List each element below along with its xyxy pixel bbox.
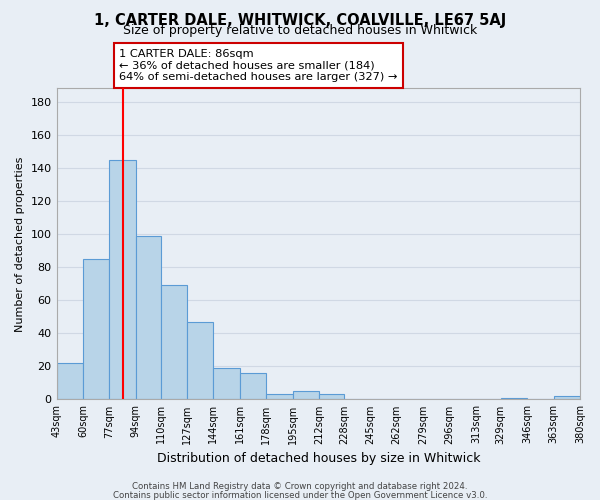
Bar bbox=[56, 363, 83, 400]
Bar bbox=[161, 286, 187, 400]
Bar bbox=[501, 398, 527, 400]
Y-axis label: Number of detached properties: Number of detached properties bbox=[15, 156, 25, 332]
Bar bbox=[554, 396, 580, 400]
Bar bbox=[293, 391, 319, 400]
Text: Contains HM Land Registry data © Crown copyright and database right 2024.: Contains HM Land Registry data © Crown c… bbox=[132, 482, 468, 491]
Text: 1 CARTER DALE: 86sqm
← 36% of detached houses are smaller (184)
64% of semi-deta: 1 CARTER DALE: 86sqm ← 36% of detached h… bbox=[119, 49, 398, 82]
Text: Contains public sector information licensed under the Open Government Licence v3: Contains public sector information licen… bbox=[113, 491, 487, 500]
Bar bbox=[266, 394, 293, 400]
Bar bbox=[240, 373, 266, 400]
Bar bbox=[319, 394, 344, 400]
X-axis label: Distribution of detached houses by size in Whitwick: Distribution of detached houses by size … bbox=[157, 452, 480, 465]
Bar bbox=[109, 160, 136, 400]
Text: Size of property relative to detached houses in Whitwick: Size of property relative to detached ho… bbox=[123, 24, 477, 37]
Bar bbox=[214, 368, 240, 400]
Text: 1, CARTER DALE, WHITWICK, COALVILLE, LE67 5AJ: 1, CARTER DALE, WHITWICK, COALVILLE, LE6… bbox=[94, 12, 506, 28]
Bar bbox=[187, 322, 214, 400]
Bar bbox=[83, 259, 109, 400]
Bar bbox=[136, 236, 161, 400]
